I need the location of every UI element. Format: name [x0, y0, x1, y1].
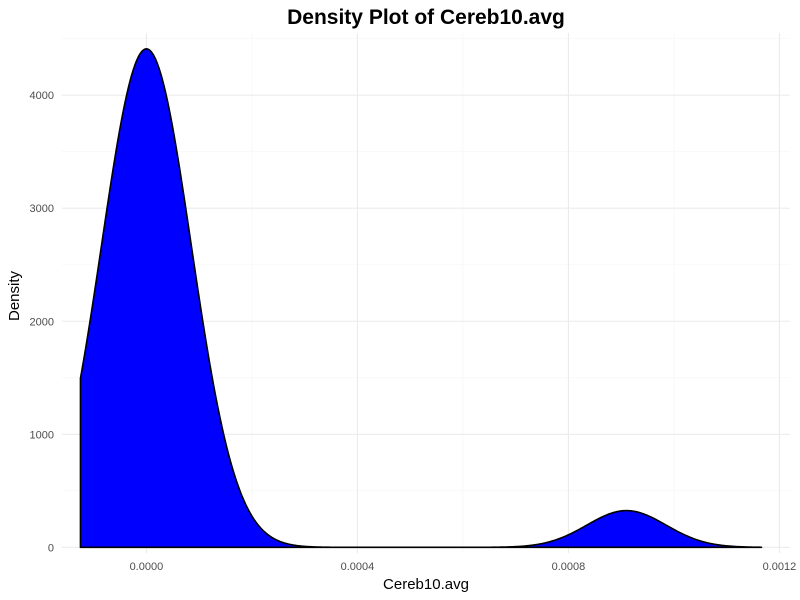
x-axis-ticks: 0.0000 0.0004 0.0008 0.0012 [130, 561, 797, 573]
x-tick-label: 0.0008 [552, 561, 586, 573]
y-tick-label: 2000 [30, 316, 54, 328]
x-tick-label: 0.0000 [130, 561, 164, 573]
y-axis-ticks: 0 1000 2000 3000 4000 [30, 90, 54, 554]
chart-title: Density Plot of Cereb10.avg [287, 6, 565, 29]
y-tick-label: 1000 [30, 429, 54, 441]
y-tick-label: 4000 [30, 90, 54, 102]
y-tick-label: 3000 [30, 203, 54, 215]
x-tick-label: 0.0004 [341, 561, 375, 573]
x-tick-label: 0.0012 [763, 561, 797, 573]
x-axis-title: Cereb10.avg [383, 576, 469, 593]
y-tick-label: 0 [48, 542, 54, 554]
density-area [79, 48, 763, 549]
y-axis-title: Density [6, 270, 23, 321]
